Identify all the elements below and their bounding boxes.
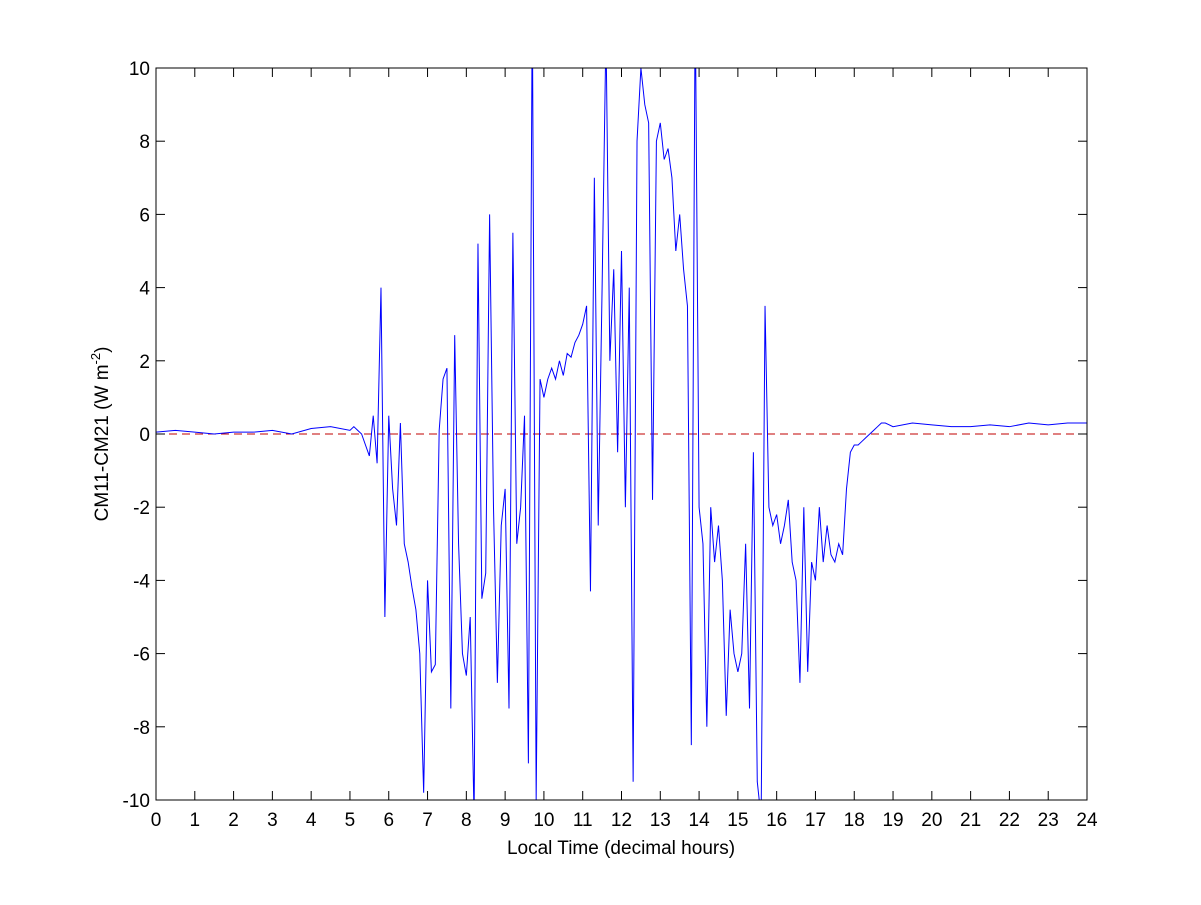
y-tick-label: 8 [139,132,150,153]
x-tick-label: 3 [267,810,278,831]
x-tick-label: 5 [345,810,356,831]
x-tick-label: 6 [383,810,394,831]
x-tick-label: 1 [190,810,201,831]
x-tick-label: 17 [805,810,826,831]
x-tick-label: 11 [573,810,593,831]
x-tick-label: 10 [533,810,554,831]
x-tick-label: 19 [882,810,903,831]
y-tick-label: 4 [139,279,150,300]
x-tick-label: 7 [422,810,433,831]
y-tick-label: -8 [133,718,150,739]
x-tick-label: 18 [844,810,865,831]
x-tick-label: 13 [650,810,671,831]
y-tick-label: -6 [133,645,150,666]
x-tick-label: 16 [766,810,787,831]
y-axis-label-sup: -2 [88,353,103,365]
y-tick-label: -4 [133,571,150,592]
x-tick-label: 22 [999,810,1020,831]
x-tick-label: 21 [960,810,981,831]
y-tick-label: 6 [139,205,150,226]
y-tick-label: 10 [129,59,150,80]
y-tick-label: -10 [123,791,150,812]
x-tick-label: 4 [306,810,317,831]
plot-area [156,68,1087,800]
y-tick-label: 2 [139,352,150,373]
x-tick-label: 24 [1076,810,1098,831]
x-axis-label: Local Time (decimal hours) [507,838,735,859]
x-tick-label: 2 [228,810,239,831]
x-tick-label: 14 [689,810,711,831]
x-tick-label: 0 [151,810,162,831]
x-tick-label: 12 [611,810,632,831]
y-axis-label-end: ) [92,347,113,353]
data-line [156,68,1087,800]
x-tick-label: 8 [461,810,472,831]
x-tick-label: 15 [727,810,748,831]
y-axis-label: CM11-CM21 (W m-2) [88,347,113,522]
x-tick-label: 9 [500,810,511,831]
y-axis-label-main: CM11-CM21 (W m [92,364,113,521]
x-tick-label: 23 [1038,810,1059,831]
y-tick-label: -2 [133,498,150,519]
x-tick-label: 20 [921,810,942,831]
y-tick-label: 0 [139,425,150,446]
